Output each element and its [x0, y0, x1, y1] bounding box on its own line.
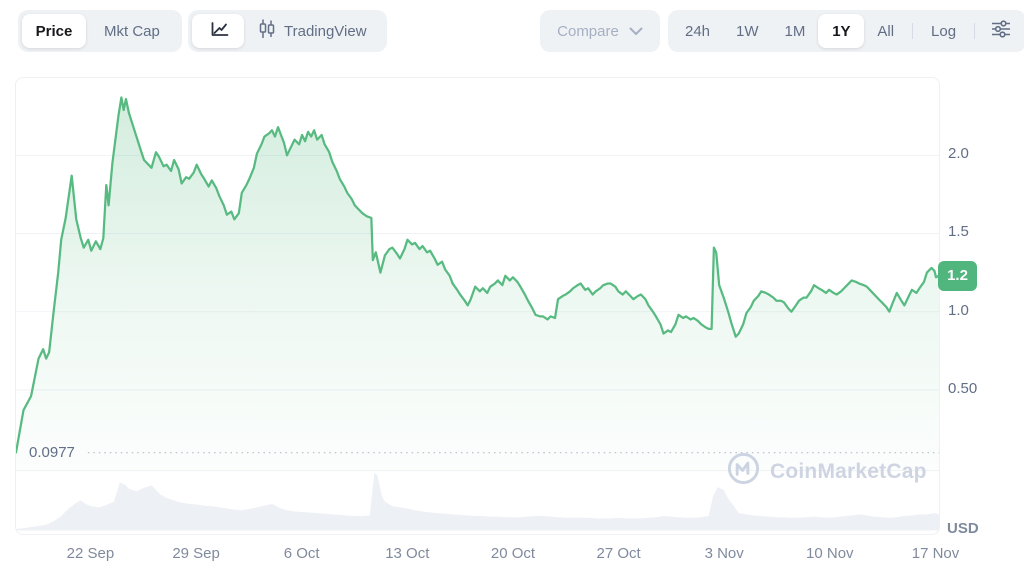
x-tick-label: 13 Oct	[385, 545, 430, 562]
compare-button[interactable]: Compare	[540, 10, 660, 52]
range-1m-button[interactable]: 1M	[784, 22, 806, 40]
x-tick-label: 27 Oct	[596, 545, 641, 562]
compare-label: Compare	[557, 22, 619, 40]
x-tick-label: 20 Oct	[490, 545, 536, 562]
tradingview-label: TradingView	[284, 22, 367, 40]
x-tick-label: 22 Sep	[66, 545, 115, 562]
price-line	[16, 96, 939, 454]
y-tick-label: 0.50	[948, 380, 978, 398]
chart-type-toggle: TradingView	[188, 10, 387, 52]
tradingview-chart-type-button[interactable]: TradingView	[244, 14, 383, 48]
y-tick-label: 2.0	[948, 145, 969, 162]
sliders-icon	[990, 19, 1012, 43]
current-price-badge: 1.2	[938, 260, 977, 291]
watermark: CoinMarketCap	[726, 451, 927, 492]
y-tick-label: 1.0	[948, 301, 969, 319]
x-tick-label: 3 Nov	[704, 545, 744, 562]
mkt-cap-tab[interactable]: Mkt Cap	[104, 22, 160, 40]
price-chart-panel[interactable]	[15, 77, 940, 535]
divider	[912, 23, 914, 39]
x-tick-label: 10 Nov	[806, 545, 854, 562]
volume-area	[16, 472, 939, 531]
metric-toggle: Price Mkt Cap	[18, 10, 182, 52]
range-toggle: 24h 1W 1M 1Y All Log	[668, 10, 1024, 52]
chart-settings-button[interactable]	[980, 14, 1022, 48]
range-1w-button[interactable]: 1W	[736, 22, 759, 40]
y-tick-label: 1.5	[948, 223, 969, 241]
x-axis: 22 Sep 29 Sep 6 Oct 13 Oct 20 Oct 27 Oct 3 Nov…	[15, 545, 960, 565]
y-axis: 2.0 1.5 1.0 0.50	[948, 78, 1018, 536]
range-all-button[interactable]: All	[877, 22, 895, 40]
x-tick-label: 6 Oct	[283, 545, 320, 562]
x-tick-label: 17 Nov	[911, 545, 960, 562]
range-24h-button[interactable]: 24h	[685, 22, 711, 40]
log-scale-button[interactable]: Log	[931, 22, 957, 40]
line-chart-icon	[208, 19, 229, 44]
watermark-text: CoinMarketCap	[770, 459, 927, 483]
chevron-down-icon	[629, 23, 643, 40]
cmc-logo-icon	[726, 451, 761, 492]
line-chart-type-button[interactable]	[192, 14, 244, 48]
divider	[974, 23, 976, 39]
price-chart	[16, 96, 939, 531]
candlestick-icon	[258, 18, 276, 44]
price-tab[interactable]: Price	[22, 14, 86, 48]
x-tick-label: 29 Sep	[172, 545, 220, 562]
currency-label: USD	[947, 520, 979, 537]
baseline-price-label: 0.0977	[29, 444, 75, 462]
range-1y-button[interactable]: 1Y	[818, 14, 865, 48]
price-area	[16, 97, 939, 471]
